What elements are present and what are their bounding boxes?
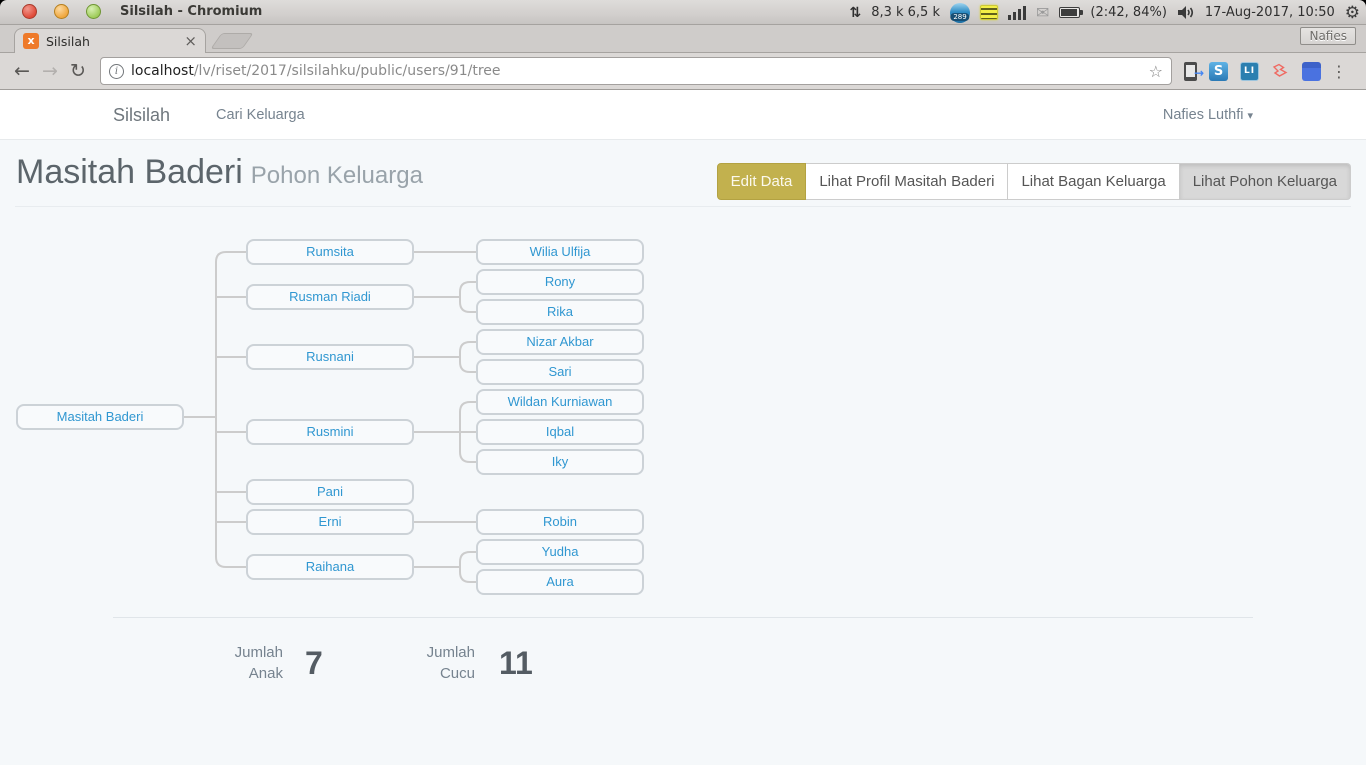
tree-node-child[interactable]: Pani — [246, 479, 414, 505]
lihat-pohon-button[interactable]: Lihat Pohon Keluarga — [1179, 163, 1351, 200]
user-dropdown[interactable]: Nafies Luthfi ▾ — [1163, 107, 1253, 123]
task-list-icon[interactable] — [980, 5, 998, 20]
tree-node-child[interactable]: Raihana — [246, 554, 414, 580]
li-extension-icon[interactable]: LI — [1240, 61, 1259, 81]
user-name: Nafies Luthfi — [1162, 107, 1244, 123]
tree-node-child[interactable]: Rumsita — [246, 239, 414, 265]
gear-icon[interactable]: ⚙ — [1344, 2, 1360, 23]
tree-node-grandchild[interactable]: Iqbal — [476, 419, 644, 445]
signal-strength-icon[interactable] — [1008, 5, 1026, 20]
tree-node-grandchild[interactable]: Robin — [476, 509, 644, 535]
edit-data-button[interactable]: Edit Data — [716, 163, 807, 200]
url-host: localhost — [131, 63, 194, 79]
window-minimize-button[interactable] — [54, 4, 69, 19]
tree-node-grandchild[interactable]: Iky — [476, 449, 644, 475]
phone-share-extension-icon[interactable]: → — [1184, 61, 1204, 81]
battery-icon[interactable] — [1059, 7, 1084, 18]
stat-value-anak: 7 — [305, 645, 323, 681]
tray-tooltip: Nafies — [1300, 27, 1356, 45]
stat-label-cucu: Jumlah Cucu — [340, 642, 475, 684]
brand-link[interactable]: Silsilah — [113, 104, 171, 125]
back-button[interactable]: ← — [14, 60, 30, 82]
browser-tab[interactable]: x Silsilah × — [14, 28, 206, 53]
tree-node-child[interactable]: Rusman Riadi — [246, 284, 414, 310]
window-maximize-button[interactable] — [86, 4, 101, 19]
url-text[interactable]: localhost/lv/riset/2017/silsilahku/publi… — [131, 63, 1143, 79]
network-speed: 8,3 k 6,5 k — [871, 5, 940, 20]
laravel-extension-icon[interactable] — [1271, 62, 1290, 81]
url-path: /lv/riset/2017/silsilahku/public/users/9… — [193, 63, 501, 79]
window-controls — [22, 4, 101, 19]
stat-label-line: Jumlah — [234, 644, 283, 661]
forward-button[interactable]: → — [42, 60, 58, 82]
tree-node-grandchild[interactable]: Rony — [476, 269, 644, 295]
system-tray: ⇅ 8,3 k 6,5 k 289 ✉ (2:42, 84%) 17-Aug-2… — [849, 0, 1360, 25]
tree-node-child[interactable]: Rusmini — [246, 419, 414, 445]
bookmark-star-icon[interactable]: ☆ — [1148, 61, 1163, 81]
network-updown-icon[interactable]: ⇅ — [849, 4, 862, 21]
tree-node-grandchild[interactable]: Aura — [476, 569, 644, 595]
url-bar[interactable]: i localhost/lv/riset/2017/silsilahku/pub… — [100, 57, 1172, 85]
badge-count: 289 — [950, 12, 970, 21]
tree-node-grandchild[interactable]: Yudha — [476, 539, 644, 565]
stat-label-anak: Jumlah Anak — [113, 642, 283, 684]
page-subtitle: Pohon Keluarga — [250, 162, 423, 189]
action-button-group: Edit Data Lihat Profil Masitah Baderi Li… — [716, 163, 1351, 200]
s-extension-icon[interactable]: S — [1209, 61, 1228, 81]
lihat-bagan-button[interactable]: Lihat Bagan Keluarga — [1008, 163, 1180, 200]
browser-toolbar: ← → ↻ i localhost/lv/riset/2017/silsilah… — [0, 52, 1366, 90]
browser-menu-icon[interactable]: ⋮ — [1331, 61, 1347, 81]
xampp-favicon-icon: x — [23, 33, 39, 49]
tree-node-grandchild[interactable]: Nizar Akbar — [476, 329, 644, 355]
mail-icon[interactable]: ✉ — [1036, 3, 1050, 22]
person-name: Masitah Baderi — [16, 153, 243, 191]
tree-connectors — [184, 251, 476, 583]
tree-node-grandchild[interactable]: Sari — [476, 359, 644, 385]
stat-label-line: Jumlah — [426, 644, 475, 661]
reload-button[interactable]: ↻ — [70, 60, 86, 82]
footer-divider — [113, 617, 1253, 618]
page-title: Masitah Baderi Pohon Keluarga — [16, 153, 423, 192]
phone-arrow-glyph: → — [1193, 65, 1204, 80]
tree-node-grandchild[interactable]: Rika — [476, 299, 644, 325]
site-navbar: Silsilah Cari Keluarga Nafies Luthfi ▾ — [0, 90, 1366, 140]
stat-value-cucu: 11 — [499, 645, 533, 681]
window-title: Silsilah - Chromium — [120, 4, 263, 19]
stat-label-line: Cucu — [439, 665, 475, 682]
indicator-badge-icon[interactable]: 289 — [950, 2, 970, 23]
extension-row: → S LI — [1184, 61, 1321, 81]
window-close-button[interactable] — [22, 4, 37, 19]
stat-label-line: Anak — [248, 665, 283, 682]
volume-icon[interactable] — [1177, 5, 1195, 20]
title-bar: Silsilah - Chromium ⇅ 8,3 k 6,5 k 289 ✉ … — [0, 0, 1366, 25]
lihat-profil-button[interactable]: Lihat Profil Masitah Baderi — [806, 163, 1009, 200]
web-page: Silsilah Cari Keluarga Nafies Luthfi ▾ Ma… — [0, 90, 1366, 765]
tab-close-icon[interactable]: × — [184, 32, 197, 50]
page-content: Masitah Baderi Pohon Keluarga Edit Data L… — [0, 140, 1366, 765]
tab-strip: x Silsilah × — [0, 25, 1366, 53]
tree-node-grandchild[interactable]: Wilia Ulfija — [476, 239, 644, 265]
tree-node-child[interactable]: Erni — [246, 509, 414, 535]
tree-node-root[interactable]: Masitah Baderi — [16, 404, 184, 430]
header-divider — [15, 206, 1351, 207]
tree-node-grandchild[interactable]: Wildan Kurniawan — [476, 389, 644, 415]
battery-status: (2:42, 84%) — [1090, 5, 1167, 20]
new-tab-button[interactable] — [210, 33, 254, 49]
tree-node-child[interactable]: Rusnani — [246, 344, 414, 370]
chevron-down-icon: ▾ — [1247, 110, 1253, 122]
page-info-icon[interactable]: i — [109, 63, 124, 79]
connector-lines — [184, 251, 476, 583]
tab-title: Silsilah — [46, 33, 90, 49]
clock[interactable]: 17-Aug-2017, 10:50 — [1204, 5, 1335, 20]
nav-link-cari-keluarga[interactable]: Cari Keluarga — [216, 107, 305, 123]
blue-box-extension-icon[interactable] — [1302, 61, 1321, 81]
